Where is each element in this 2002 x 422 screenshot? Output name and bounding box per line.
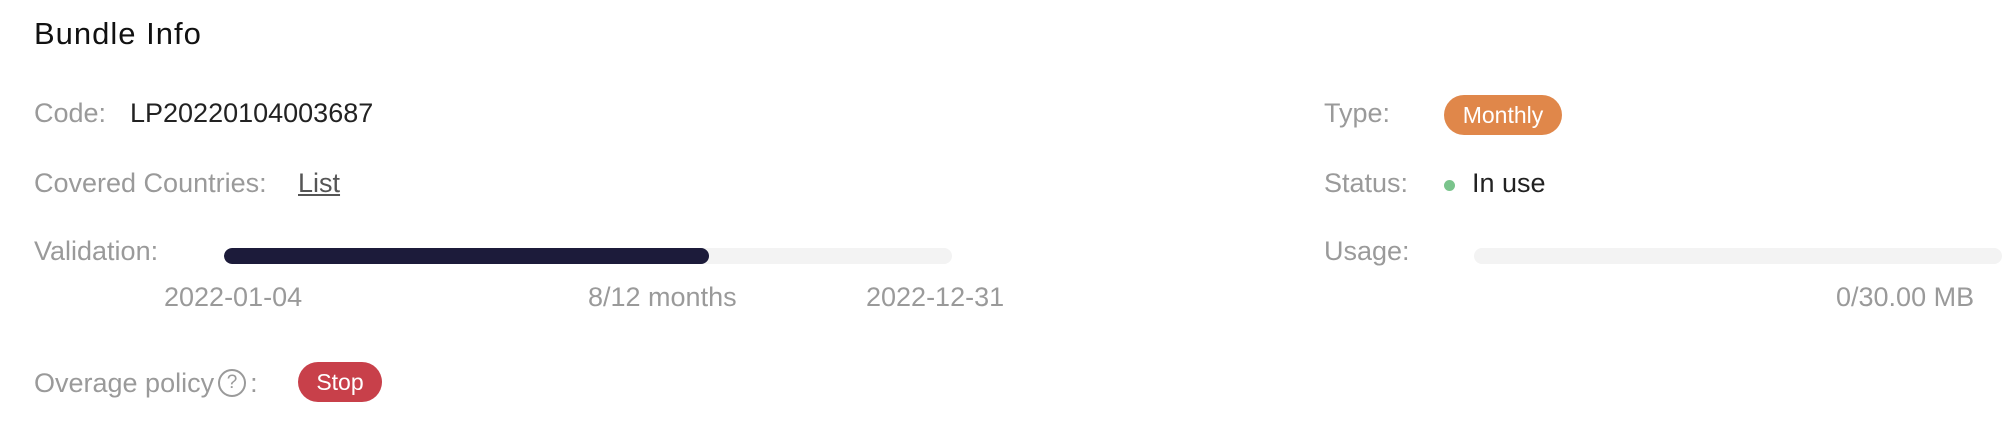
- validation-start-date: 2022-01-04: [164, 282, 303, 312]
- question-circle-icon[interactable]: ?: [218, 368, 247, 397]
- validation-end-date: 2022-12-31: [866, 282, 1005, 312]
- validation-progress-fill: [224, 248, 710, 264]
- covered-countries-list-link[interactable]: List: [298, 168, 341, 198]
- overage-policy-label: Overage policy?:: [34, 368, 258, 401]
- code-label: Code:: [34, 98, 107, 128]
- status-value: In use: [1472, 168, 1546, 198]
- overage-policy-badge: Stop: [298, 362, 382, 402]
- code-value: LP20220104003687: [130, 98, 374, 128]
- overage-policy-label-text: Overage policy: [34, 368, 215, 398]
- usage-progress-bar: [1474, 248, 2002, 264]
- validation-progress-bar: [224, 248, 952, 264]
- validation-label: Validation:: [34, 236, 159, 266]
- validation-elapsed: 8/12 months: [588, 282, 737, 312]
- usage-label: Usage:: [1324, 236, 1410, 266]
- overage-policy-label-colon: :: [250, 368, 258, 398]
- status-dot-icon: [1444, 180, 1455, 191]
- status-label: Status:: [1324, 168, 1409, 198]
- usage-value: 0/30.00 MB: [1836, 282, 1975, 312]
- type-label: Type:: [1324, 98, 1391, 128]
- section-title: Bundle Info: [34, 16, 202, 51]
- covered-countries-label: Covered Countries:: [34, 168, 267, 198]
- type-badge: Monthly: [1444, 95, 1562, 135]
